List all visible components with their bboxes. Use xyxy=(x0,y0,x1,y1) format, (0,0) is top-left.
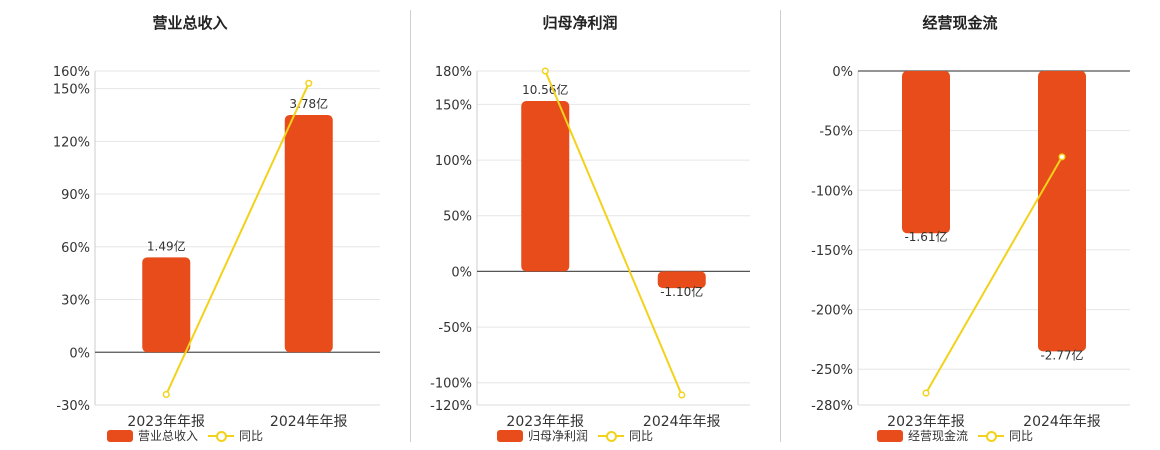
y-tick-label: 90% xyxy=(61,188,90,203)
yoy-point xyxy=(305,79,313,87)
legend: 归母净利润 同比 xyxy=(390,427,770,445)
legend-bar-label[interactable]: 经营现金流 xyxy=(907,429,968,443)
legend-line-swatch[interactable] xyxy=(978,430,1004,442)
yoy-point xyxy=(1058,153,1066,161)
legend-bar-label[interactable]: 归母净利润 xyxy=(527,429,588,443)
y-tick-label: 50% xyxy=(443,210,472,225)
legend-bar-swatch[interactable] xyxy=(106,429,133,442)
x-tick-label: 2023年年报 xyxy=(127,414,205,430)
legend: 营业总收入 同比 xyxy=(0,427,380,445)
y-tick-label: 60% xyxy=(61,241,90,256)
legend-line-label[interactable]: 同比 xyxy=(1009,429,1034,443)
y-tick-label: 120% xyxy=(53,135,90,150)
chart-svg: 160% 150% 120% 90% 60% 30% 0% -30% 1.49亿 3.78亿 202… xyxy=(53,65,380,430)
bar xyxy=(902,71,950,234)
data-label: -1.10亿 xyxy=(660,284,703,299)
legend-line-swatch[interactable] xyxy=(208,430,234,442)
chart-title: 营业总收入 xyxy=(152,14,228,32)
x-tick-label: 2023年年报 xyxy=(506,414,584,430)
y-tick-label: 160% xyxy=(53,65,90,80)
y-tick-label: -100% xyxy=(430,377,472,392)
bar xyxy=(142,257,191,353)
y-tick-label: -30% xyxy=(56,399,90,414)
x-tick-label: 2024年年报 xyxy=(270,414,348,430)
y-tick-label: 100% xyxy=(435,154,472,169)
yoy-point xyxy=(162,390,170,399)
chart-panel-cash-flow: 经营现金流 0% -50% -100% -150% -200% -250% -280% -1.… xyxy=(770,0,1150,450)
y-tick-label: 150% xyxy=(53,83,90,98)
panel-divider xyxy=(780,10,781,442)
data-label: 1.49亿 xyxy=(147,238,186,253)
bar xyxy=(521,101,570,272)
yoy-point xyxy=(678,391,686,399)
chart-panel-net-profit: 归母净利润 180% 150% 100% 50% 0% -50% -100% -120% 10.… xyxy=(390,0,770,450)
data-label: 10.56亿 xyxy=(522,82,568,97)
chart-title: 归母净利润 xyxy=(542,14,618,32)
y-tick-label: 0% xyxy=(832,65,853,80)
bar xyxy=(284,114,333,353)
y-tick-label: 150% xyxy=(435,98,472,113)
data-label: -1.61亿 xyxy=(904,229,947,244)
y-tick-label: -100% xyxy=(811,184,853,199)
yoy-line xyxy=(544,70,683,396)
legend-bar-label[interactable]: 营业总收入 xyxy=(137,429,198,443)
legend-bar-swatch[interactable] xyxy=(496,429,523,442)
data-label: 3.78亿 xyxy=(289,96,328,111)
legend-line-swatch[interactable] xyxy=(598,430,624,442)
data-label: -2.77亿 xyxy=(1040,347,1083,362)
x-tick-label: 2023年年报 xyxy=(887,414,965,430)
yoy-point xyxy=(541,67,549,75)
legend-line-label[interactable]: 同比 xyxy=(629,429,654,443)
bar xyxy=(657,271,706,289)
y-tick-label: -280% xyxy=(811,399,853,414)
y-tick-label: 30% xyxy=(61,294,90,309)
y-tick-label: 0% xyxy=(451,265,472,280)
chart-panel-revenue: 营业总收入 160% 150% 120% 90% 60% 30% 0% -30% 1.49亿 3.… xyxy=(0,0,380,450)
y-tick-label: 180% xyxy=(435,65,472,80)
y-tick-label: -250% xyxy=(811,363,853,378)
legend: 经营现金流 同比 xyxy=(770,427,1150,445)
panel-divider xyxy=(410,10,411,442)
yoy-line xyxy=(165,82,310,395)
x-tick-label: 2024年年报 xyxy=(643,414,721,430)
chart-title: 经营现金流 xyxy=(922,14,998,32)
y-tick-label: -150% xyxy=(811,244,853,259)
y-tick-label: -200% xyxy=(811,304,853,319)
y-tick-label: 0% xyxy=(69,346,90,361)
y-tick-label: -50% xyxy=(819,125,853,140)
yoy-point xyxy=(922,389,930,397)
legend-bar-swatch[interactable] xyxy=(876,429,903,442)
x-tick-label: 2024年年报 xyxy=(1023,414,1101,430)
bar xyxy=(1038,71,1086,352)
chart-svg: 0% -50% -100% -150% -200% -250% -280% -1.61亿 -2.… xyxy=(811,65,1130,430)
yoy-line xyxy=(925,156,1063,394)
chart-svg: 180% 150% 100% 50% 0% -50% -100% -120% 10.56亿 -1.… xyxy=(430,65,750,430)
legend-line-label[interactable]: 同比 xyxy=(239,429,264,443)
y-tick-label: -120% xyxy=(430,399,472,414)
y-tick-label: -50% xyxy=(438,321,472,336)
